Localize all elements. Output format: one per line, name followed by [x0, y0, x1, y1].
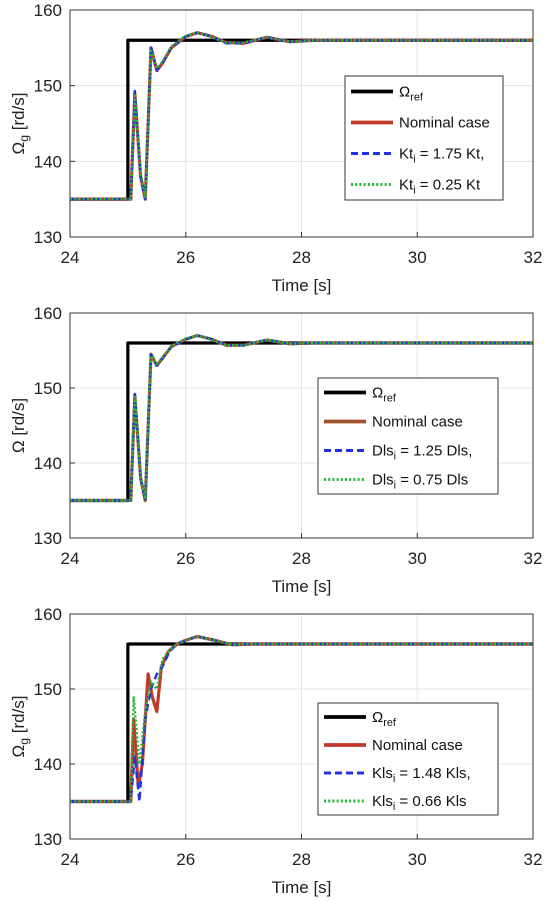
legend-label-2: Nominal case — [399, 115, 490, 132]
x-tick-label: 32 — [524, 248, 543, 267]
x-axis-label: Time [s] — [272, 276, 332, 295]
x-tick-label: 28 — [292, 850, 311, 869]
x-tick-label: 24 — [61, 850, 80, 869]
legend: Ωref Nominal case Dlsi = 1.25 Dls, Dlsi = 0… — [317, 377, 499, 495]
series-line-4 — [70, 635, 533, 803]
legend-label-2: Nominal case — [372, 737, 463, 754]
x-tick-label: 26 — [176, 248, 195, 267]
legend-label-2: Nominal case — [372, 414, 463, 431]
x-tick-label: 28 — [292, 549, 311, 568]
legend-label-3: Klsi = 1.48 Kls, — [372, 765, 471, 785]
legend-box — [344, 75, 504, 201]
x-axis-label: Time [s] — [272, 577, 332, 596]
legend-label-4: Kti = 0.25 Kt — [399, 177, 481, 197]
legend: Ωref Nominal case Klsi = 1.48 Kls, Klsi = 0… — [317, 702, 499, 816]
series-group — [70, 333, 533, 503]
legend-label-3: Dlsi = 1.25 Dls, — [372, 443, 472, 463]
chart-panel-2: 24 26 28 30 32 130 140 150 160 Time [s] Ω [rd/s] Ωr… — [9, 304, 542, 596]
legend-label-1: Ωref — [372, 709, 397, 729]
y-tick-label: 150 — [34, 680, 62, 699]
series-line-3 — [70, 635, 533, 803]
legend-label-3: Kti = 1.75 Kt, — [399, 146, 484, 166]
y-tick-label: 130 — [34, 529, 62, 548]
chart-panel-1: 24 26 28 30 32 130 140 150 160 Time [s] Ωg [rd/s] Ω… — [9, 1, 542, 295]
x-tick-label: 24 — [61, 248, 80, 267]
x-axis-label: Time [s] — [272, 878, 332, 897]
x-tick-label: 30 — [408, 248, 427, 267]
y-tick-label: 160 — [34, 1, 62, 20]
series-line-4 — [70, 31, 533, 201]
chart-panel-3: 24 26 28 30 32 130 140 150 160 Time [s] Ωg [rd/s] Ω… — [9, 605, 542, 897]
y-tick-label: 130 — [34, 830, 62, 849]
y-tick-label: 140 — [34, 454, 62, 473]
y-tick-label: 140 — [34, 755, 62, 774]
y-axis-label: Ωg [rd/s] — [9, 92, 31, 154]
y-tick-label: 130 — [34, 228, 62, 247]
y-tick-label: 160 — [34, 605, 62, 624]
x-tick-label: 24 — [61, 549, 80, 568]
y-axis-label: Ω [rd/s] — [9, 398, 28, 453]
x-tick-label: 30 — [408, 850, 427, 869]
y-tick-label: 150 — [34, 77, 62, 96]
legend-box — [317, 377, 499, 495]
legend-box — [317, 702, 499, 816]
x-tick-label: 26 — [176, 850, 195, 869]
legend: Ωref Nominal case Kti = 1.75 Kt, Kti = 0.25… — [344, 75, 504, 201]
x-tick-label: 30 — [408, 549, 427, 568]
series-group — [70, 634, 533, 804]
y-tick-label: 160 — [34, 304, 62, 323]
y-tick-label: 140 — [34, 152, 62, 171]
y-tick-label: 150 — [34, 379, 62, 398]
series-group — [70, 31, 533, 201]
x-tick-label: 32 — [524, 850, 543, 869]
x-tick-label: 28 — [292, 248, 311, 267]
legend-label-1: Ωref — [399, 84, 424, 104]
legend-label-4: Dlsi = 0.75 Dls — [372, 472, 468, 492]
x-tick-label: 32 — [524, 549, 543, 568]
y-axis-label: Ωg [rd/s] — [9, 695, 31, 757]
x-tick-label: 26 — [176, 549, 195, 568]
legend-label-4: Klsi = 0.66 Kls — [372, 793, 467, 813]
legend-label-1: Ωref — [372, 385, 397, 405]
